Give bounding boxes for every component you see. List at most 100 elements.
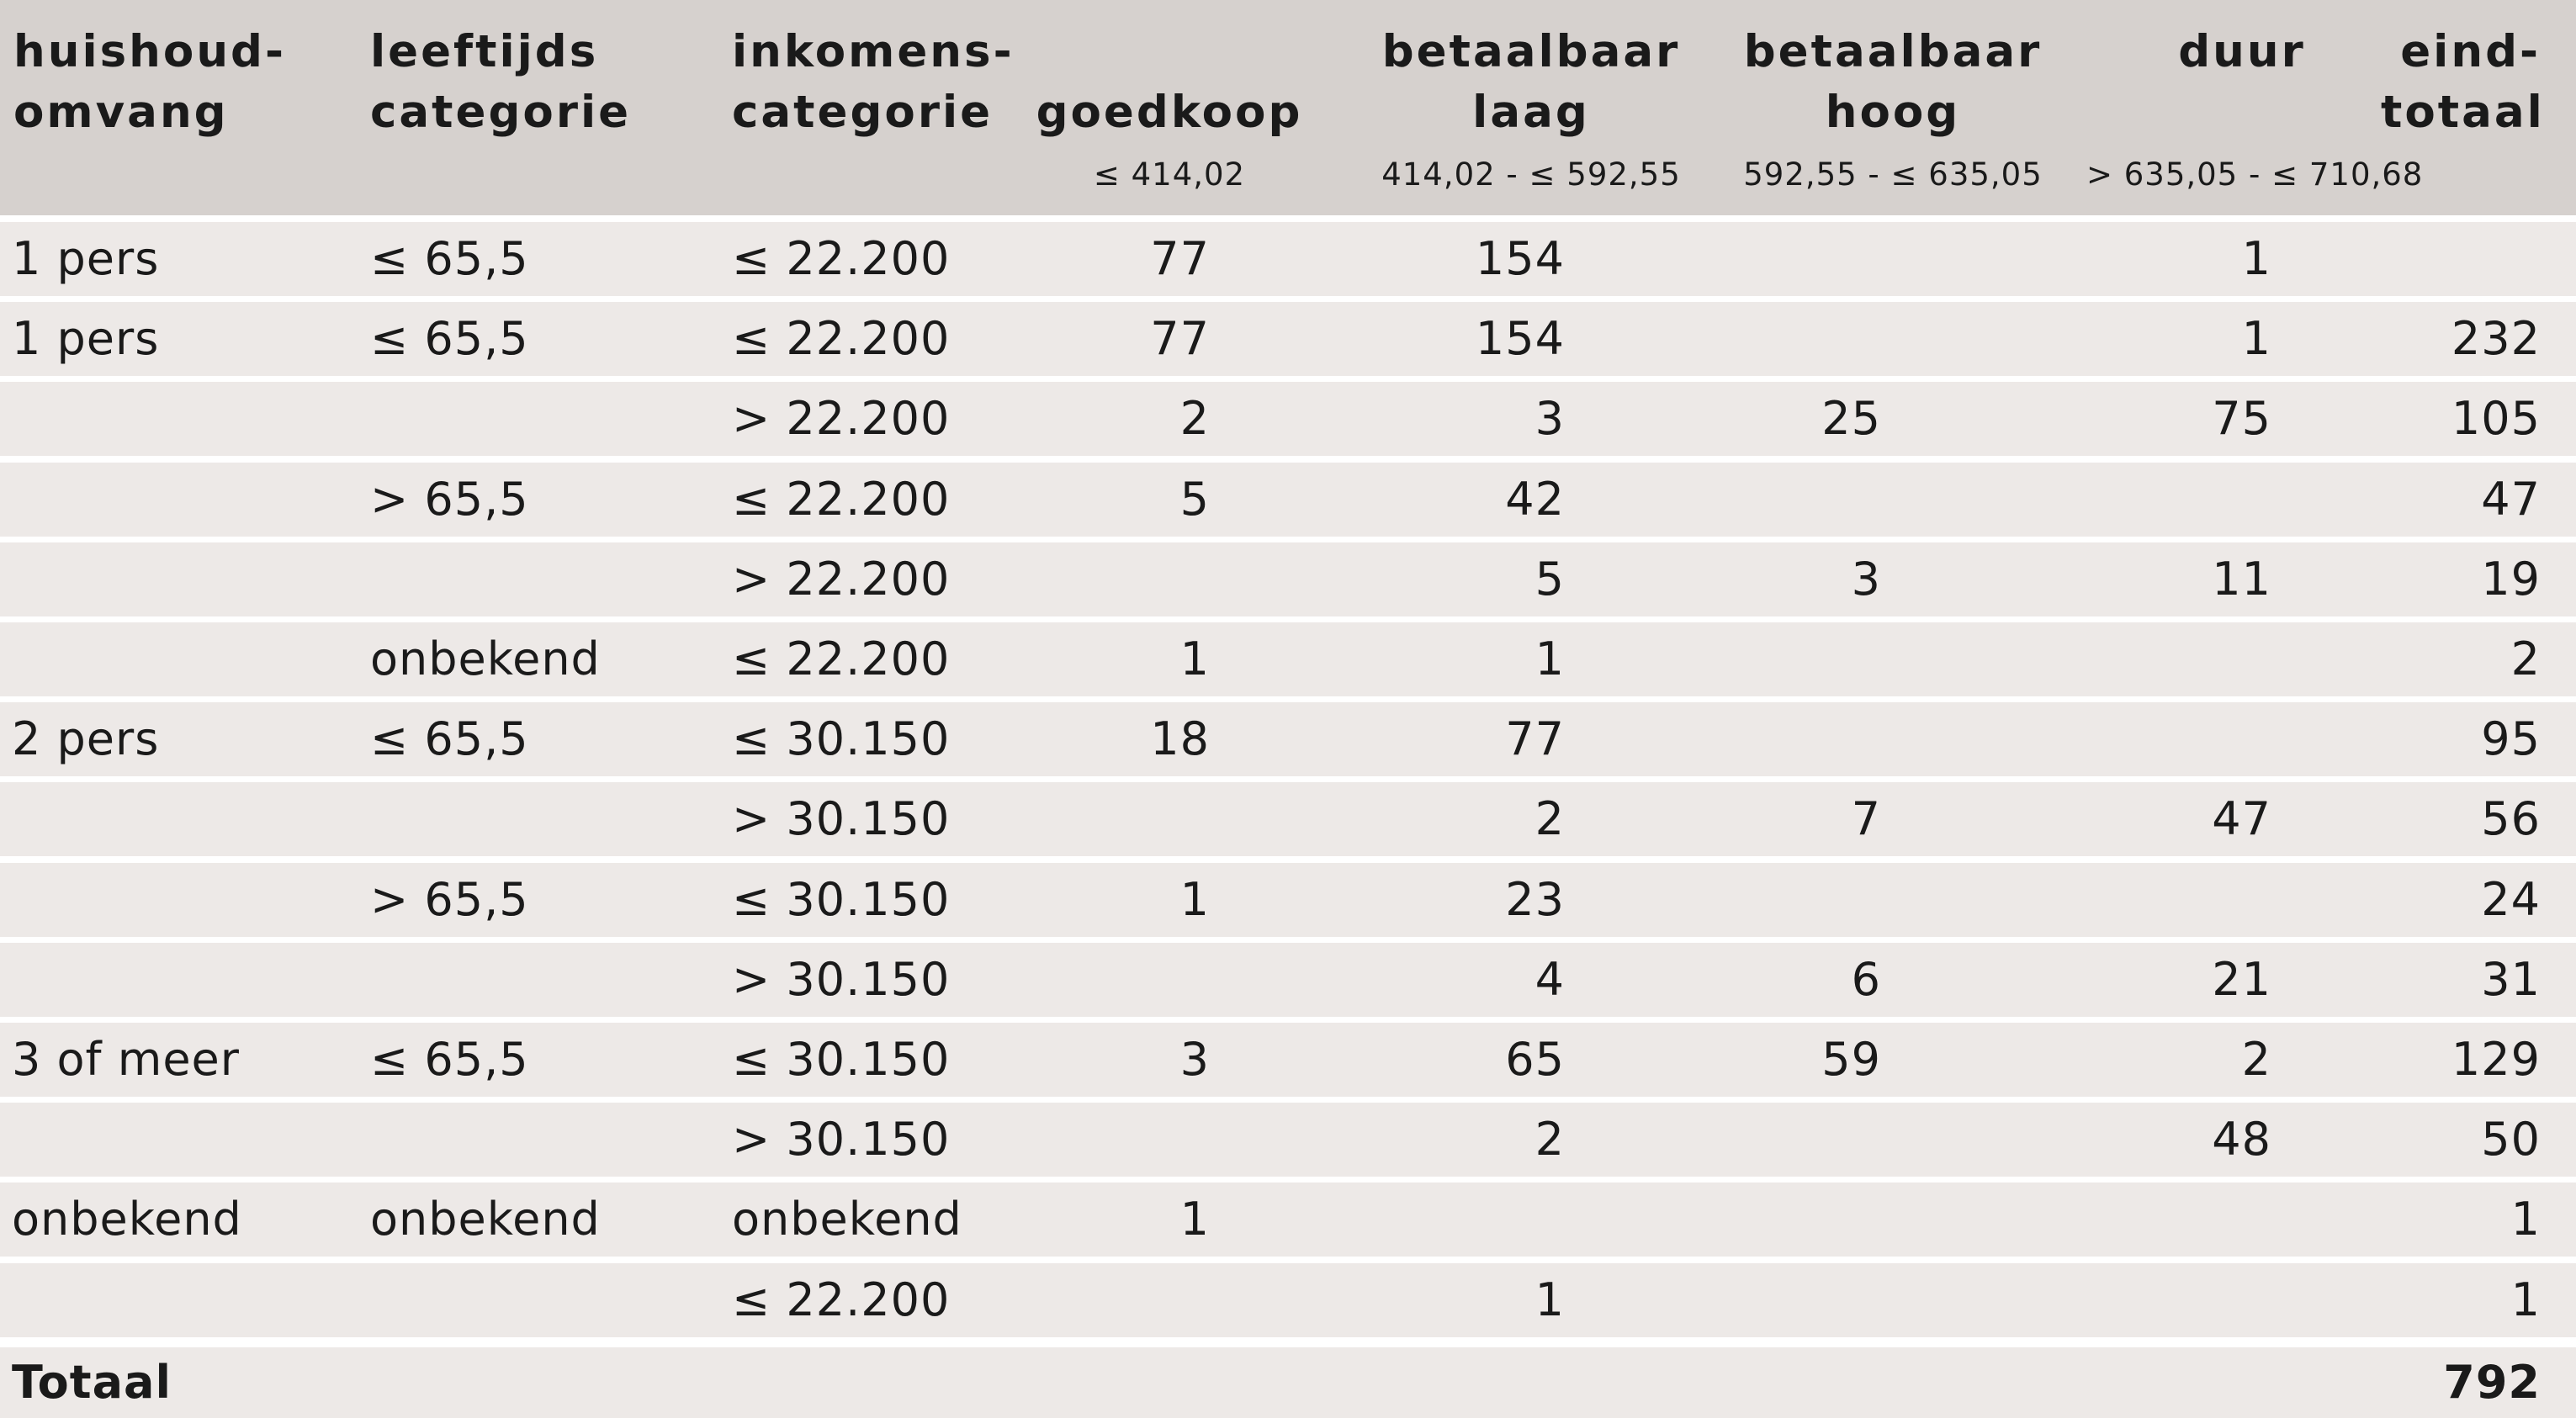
table-row: > 65,5 ≤ 22.200 5 42 47	[0, 463, 2576, 537]
cell-inkomenscategorie: onbekend	[732, 1193, 962, 1246]
cell-goedkoop: 18	[1150, 712, 1210, 765]
cell-duur: 11	[2212, 553, 2271, 606]
header-goedkoop: goedkoop	[1036, 87, 1303, 138]
cell-eindtotaal: 19	[2481, 553, 2541, 606]
total-value: 792	[2443, 1356, 2541, 1409]
cell-betaalbaar-hoog: 6	[1851, 953, 1881, 1006]
cell-inkomenscategorie: ≤ 30.150	[732, 712, 951, 765]
table-row: onbekend ≤ 22.200 1 1 2	[0, 622, 2576, 696]
header-eindtotaal-line2: totaal	[2381, 87, 2545, 138]
cell-goedkoop: 1	[1179, 873, 1210, 926]
table-row: 1 pers ≤ 65,5 ≤ 22.200 77 154 1	[0, 222, 2576, 296]
cell-duur	[2154, 1263, 2271, 1337]
cell-goedkoop: 77	[1150, 312, 1210, 365]
cell-goedkoop	[1043, 1103, 1210, 1177]
cell-leeftijdscategorie: ≤ 65,5	[370, 312, 529, 365]
cell-betaalbaar-laag: 23	[1505, 873, 1565, 926]
cell-duur	[2154, 863, 2271, 937]
cell-betaalbaar-laag: 4	[1534, 953, 1565, 1006]
header-leeftijdscategorie-line1: leeftijds	[370, 26, 599, 77]
cell-betaalbaar-hoog: 25	[1821, 392, 1881, 445]
table-row: > 65,5 ≤ 30.150 1 23 24	[0, 863, 2576, 937]
cell-duur: 75	[2212, 392, 2271, 445]
cell-goedkoop: 1	[1179, 632, 1210, 685]
cell-betaalbaar-laag: 77	[1505, 712, 1565, 765]
cell-betaalbaar-hoog: 3	[1851, 553, 1881, 606]
table-row: 3 of meer ≤ 65,5 ≤ 30.150 3 65 59 2 129	[0, 1023, 2576, 1097]
cell-inkomenscategorie: ≤ 22.200	[732, 312, 951, 365]
cell-eindtotaal: 24	[2481, 873, 2541, 926]
header-betaalbaar-laag-range: 414,02 - ≤ 592,55	[1381, 156, 1681, 193]
table-row: 2 pers ≤ 65,5 ≤ 30.150 18 77 95	[0, 702, 2576, 776]
cell-goedkoop	[1043, 943, 1210, 1017]
cell-huishoudomvang: onbekend	[12, 1193, 242, 1246]
table-row: > 30.150 4 6 21 31	[0, 943, 2576, 1017]
header-goedkoop-range: ≤ 414,02	[1093, 156, 1246, 193]
cell-leeftijdscategorie: onbekend	[370, 1193, 601, 1246]
cell-inkomenscategorie: ≤ 22.200	[732, 632, 951, 685]
table-row: > 22.200 5 3 11 19	[0, 542, 2576, 616]
cell-inkomenscategorie: ≤ 22.200	[732, 473, 951, 526]
cell-huishoudomvang: 1 pers	[12, 312, 160, 365]
header-duur-range: > 635,05 - ≤ 710,68	[2086, 156, 2424, 193]
cell-betaalbaar-laag: 42	[1505, 473, 1565, 526]
cell-eindtotaal: 31	[2481, 953, 2541, 1006]
cell-goedkoop: 77	[1150, 232, 1210, 285]
header-huishoudomvang-line1: huishoud-	[13, 26, 286, 77]
cell-inkomenscategorie: > 22.200	[732, 392, 951, 445]
header-betaalbaar-hoog-range: 592,55 - ≤ 635,05	[1743, 156, 2043, 193]
cell-goedkoop	[1043, 782, 1210, 856]
cell-duur: 1	[2241, 232, 2271, 285]
total-row: Totaal 792	[0, 1347, 2576, 1418]
cell-duur: 21	[2212, 953, 2271, 1006]
header-inkomenscategorie-line2: categorie	[732, 87, 994, 138]
cell-inkomenscategorie: > 30.150	[732, 1113, 951, 1166]
cell-inkomenscategorie: > 22.200	[732, 553, 951, 606]
cell-betaalbaar-hoog: 59	[1821, 1033, 1881, 1086]
cell-duur	[2154, 702, 2271, 776]
cell-betaalbaar-hoog	[1784, 622, 1881, 696]
table-row: > 30.150 2 48 50	[0, 1103, 2576, 1177]
cell-goedkoop	[1043, 542, 1210, 616]
cell-betaalbaar-hoog: 7	[1851, 792, 1881, 845]
cell-betaalbaar-hoog	[1784, 302, 1881, 376]
cell-betaalbaar-hoog	[1784, 1183, 1881, 1257]
cell-eindtotaal: 1	[2510, 1273, 2541, 1326]
cell-goedkoop: 1	[1179, 1193, 1210, 1246]
total-label: Totaal	[12, 1356, 172, 1409]
table-row: > 22.200 2 3 25 75 105	[0, 382, 2576, 456]
cell-betaalbaar-laag: 3	[1534, 392, 1565, 445]
header-betaalbaar-hoog-line1: betaalbaar	[1743, 26, 2043, 77]
cell-betaalbaar-hoog	[1784, 222, 1881, 296]
cell-betaalbaar-hoog	[1784, 702, 1881, 776]
cell-eindtotaal: 50	[2481, 1113, 2541, 1166]
cell-betaalbaar-hoog	[1784, 1263, 1881, 1337]
table-header: huishoud- omvang leeftijds categorie ink…	[0, 0, 2576, 215]
cell-leeftijdscategorie: > 65,5	[370, 473, 529, 526]
cell-duur: 2	[2241, 1033, 2271, 1086]
cell-betaalbaar-laag: 154	[1475, 232, 1565, 285]
cell-inkomenscategorie: ≤ 30.150	[732, 1033, 951, 1086]
header-duur: duur	[2178, 26, 2306, 77]
header-betaalbaar-laag-line2: laag	[1472, 87, 1590, 138]
cell-goedkoop: 2	[1179, 392, 1210, 445]
cell-betaalbaar-laag: 5	[1534, 553, 1565, 606]
cell-duur	[2154, 622, 2271, 696]
cell-leeftijdscategorie: onbekend	[370, 632, 601, 685]
cell-betaalbaar-hoog	[1784, 863, 1881, 937]
header-betaalbaar-laag-line1: betaalbaar	[1381, 26, 1681, 77]
cell-duur: 47	[2212, 792, 2271, 845]
cell-duur	[2154, 1183, 2271, 1257]
header-huishoudomvang-line2: omvang	[13, 87, 229, 138]
table-row: 1 pers ≤ 65,5 ≤ 22.200 77 154 1 232	[0, 302, 2576, 376]
cell-eindtotaal: 105	[2451, 392, 2541, 445]
cell-inkomenscategorie: ≤ 22.200	[732, 1273, 951, 1326]
cell-eindtotaal: 95	[2481, 712, 2541, 765]
cell-betaalbaar-laag: 1	[1534, 1273, 1565, 1326]
cell-duur: 1	[2241, 312, 2271, 365]
table-row: ≤ 22.200 1 1	[0, 1263, 2576, 1337]
cell-betaalbaar-laag: 2	[1534, 1113, 1565, 1166]
header-betaalbaar-hoog-line2: hoog	[1825, 87, 1961, 138]
cell-inkomenscategorie: ≤ 30.150	[732, 873, 951, 926]
